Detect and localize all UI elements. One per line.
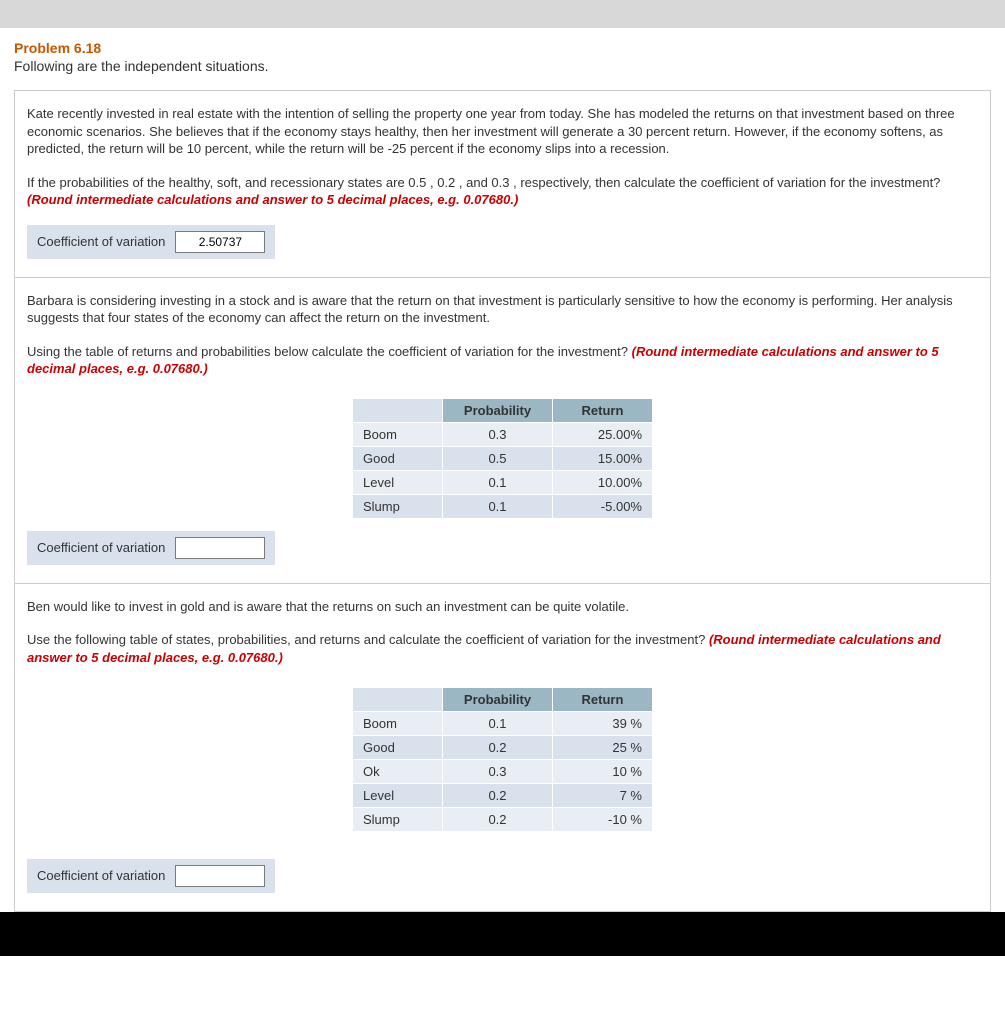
table-header-prob: Probability [443,398,553,422]
section-barbara: Barbara is considering investing in a st… [14,277,991,583]
table-header-return: Return [553,398,653,422]
kate-para2-text: If the probabilities of the healthy, sof… [27,175,940,190]
barbara-para2-text: Using the table of returns and probabili… [27,344,632,359]
barbara-table: Probability Return Boom 0.3 25.00% Good … [352,398,653,519]
state-cell: Level [353,783,443,807]
state-cell: Slump [353,494,443,518]
kate-input-label: Coefficient of variation [37,234,165,249]
table-row: Good 0.5 15.00% [353,446,653,470]
kate-input-row: Coefficient of variation [27,225,275,259]
barbara-input-row: Coefficient of variation [27,531,275,565]
return-cell: -10 % [553,807,653,831]
ben-input-row: Coefficient of variation [27,859,275,893]
table-header-row: Probability Return [353,687,653,711]
section-ben: Ben would like to invest in gold and is … [14,583,991,912]
kate-cov-input[interactable] [175,231,265,253]
barbara-para2: Using the table of returns and probabili… [27,343,978,378]
return-cell: 10 % [553,759,653,783]
kate-hint: (Round intermediate calculations and ans… [27,192,518,207]
table-header-row: Probability Return [353,398,653,422]
return-cell: -5.00% [553,494,653,518]
return-cell: 15.00% [553,446,653,470]
state-cell: Boom [353,711,443,735]
barbara-cov-input[interactable] [175,537,265,559]
prob-cell: 0.3 [443,759,553,783]
prob-cell: 0.2 [443,807,553,831]
barbara-para1: Barbara is considering investing in a st… [27,292,978,327]
return-cell: 25.00% [553,422,653,446]
ben-para2-text: Use the following table of states, proba… [27,632,709,647]
state-cell: Slump [353,807,443,831]
ben-para1: Ben would like to invest in gold and is … [27,598,978,616]
prob-cell: 0.5 [443,446,553,470]
bottom-bar [0,912,1005,956]
problem-title: Problem 6.18 [14,40,991,56]
return-cell: 7 % [553,783,653,807]
table-row: Slump 0.1 -5.00% [353,494,653,518]
table-row: Level 0.1 10.00% [353,470,653,494]
ben-para2: Use the following table of states, proba… [27,631,978,666]
table-header-blank [353,398,443,422]
return-cell: 25 % [553,735,653,759]
return-cell: 39 % [553,711,653,735]
prob-cell: 0.1 [443,470,553,494]
problem-subtitle: Following are the independent situations… [14,58,991,74]
table-row: Ok 0.3 10 % [353,759,653,783]
ben-table: Probability Return Boom 0.1 39 % Good 0.… [352,687,653,832]
prob-cell: 0.1 [443,494,553,518]
prob-cell: 0.2 [443,783,553,807]
top-bar [0,0,1005,28]
table-row: Good 0.2 25 % [353,735,653,759]
barbara-input-label: Coefficient of variation [37,540,165,555]
return-cell: 10.00% [553,470,653,494]
table-row: Boom 0.1 39 % [353,711,653,735]
ben-input-label: Coefficient of variation [37,868,165,883]
state-cell: Good [353,446,443,470]
ben-cov-input-placeholder [175,865,265,887]
prob-cell: 0.2 [443,735,553,759]
table-row: Slump 0.2 -10 % [353,807,653,831]
table-row: Level 0.2 7 % [353,783,653,807]
state-cell: Level [353,470,443,494]
prob-cell: 0.3 [443,422,553,446]
state-cell: Boom [353,422,443,446]
table-header-blank [353,687,443,711]
kate-para2: If the probabilities of the healthy, sof… [27,174,978,209]
table-header-return: Return [553,687,653,711]
page-content: Problem 6.18 Following are the independe… [0,28,1005,912]
table-row: Boom 0.3 25.00% [353,422,653,446]
prob-cell: 0.1 [443,711,553,735]
kate-para1: Kate recently invested in real estate wi… [27,105,978,158]
section-kate: Kate recently invested in real estate wi… [14,90,991,277]
state-cell: Good [353,735,443,759]
state-cell: Ok [353,759,443,783]
table-header-prob: Probability [443,687,553,711]
